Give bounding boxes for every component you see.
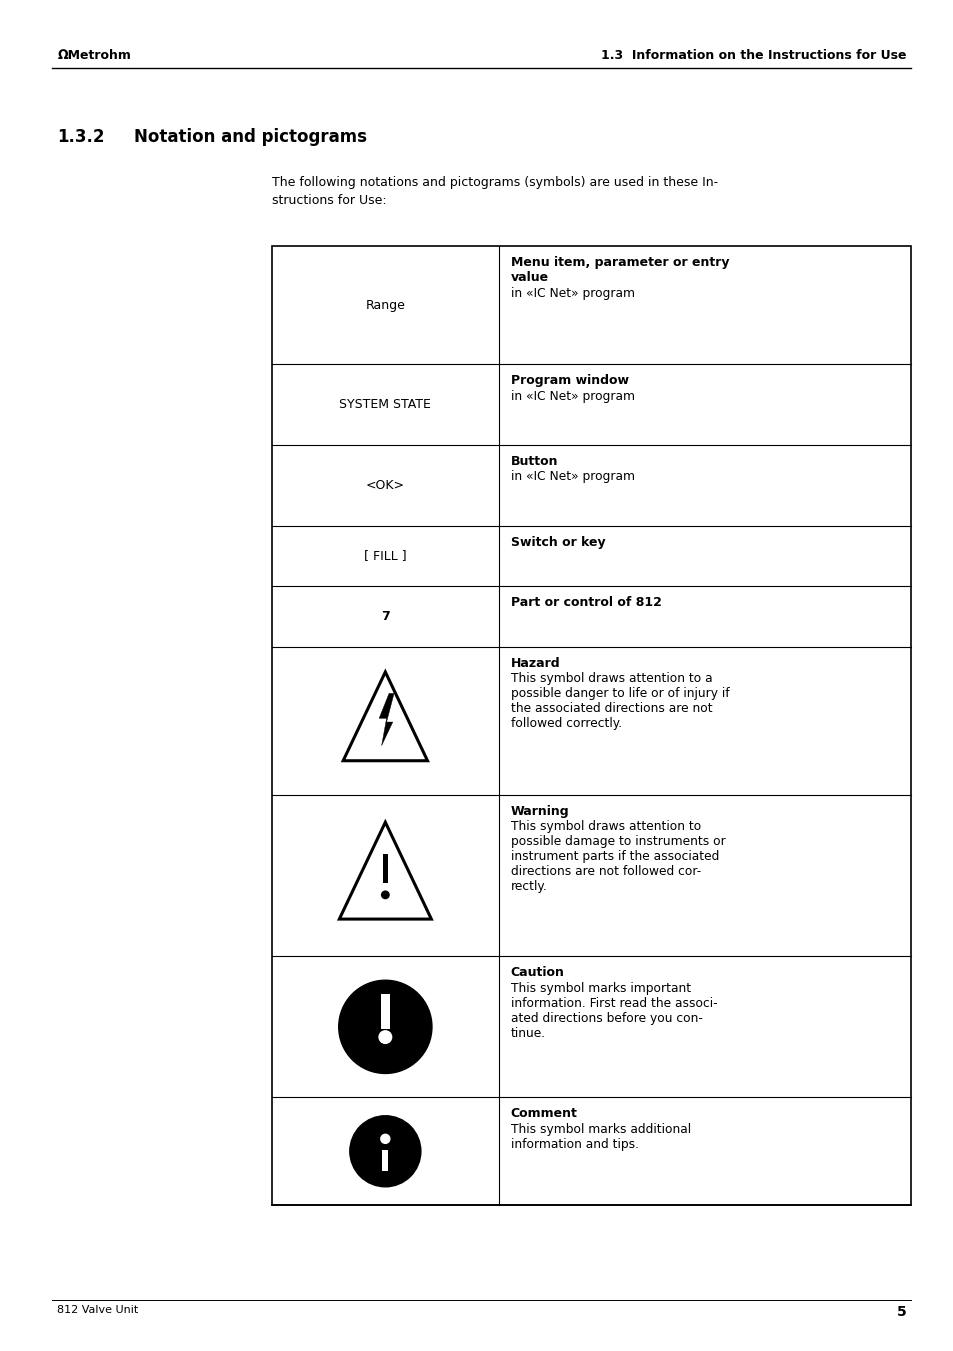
Text: Hazard: Hazard bbox=[510, 657, 559, 670]
Bar bbox=[382, 854, 388, 884]
Text: SYSTEM STATE: SYSTEM STATE bbox=[339, 399, 431, 411]
Text: <OK>: <OK> bbox=[365, 478, 404, 492]
Text: Button: Button bbox=[510, 455, 558, 467]
Bar bbox=[272, 246, 910, 1205]
Text: 5: 5 bbox=[896, 1305, 905, 1319]
Text: Caution: Caution bbox=[510, 966, 564, 979]
Circle shape bbox=[380, 1135, 390, 1143]
Circle shape bbox=[378, 1031, 392, 1043]
Circle shape bbox=[338, 981, 432, 1074]
Text: in «IC Net» program: in «IC Net» program bbox=[510, 470, 634, 484]
Text: Warning: Warning bbox=[510, 805, 569, 817]
Text: structions for Use:: structions for Use: bbox=[272, 193, 386, 207]
Text: 1.3  Information on the Instructions for Use: 1.3 Information on the Instructions for … bbox=[600, 49, 905, 62]
Text: Part or control of 812: Part or control of 812 bbox=[510, 596, 661, 609]
Text: 1.3.2: 1.3.2 bbox=[57, 128, 105, 146]
Text: 812 Valve Unit: 812 Valve Unit bbox=[57, 1305, 138, 1315]
Text: in «IC Net» program: in «IC Net» program bbox=[510, 286, 634, 300]
Text: Range: Range bbox=[365, 299, 405, 312]
Text: This symbol marks additional
information and tips.: This symbol marks additional information… bbox=[510, 1123, 690, 1151]
Circle shape bbox=[381, 892, 389, 898]
Text: This symbol marks important
information. First read the associ-
ated directions : This symbol marks important information.… bbox=[510, 982, 717, 1040]
Text: 7: 7 bbox=[380, 611, 390, 623]
Circle shape bbox=[350, 1116, 420, 1186]
Text: ΩMetrohm: ΩMetrohm bbox=[57, 49, 131, 62]
Text: Notation and pictograms: Notation and pictograms bbox=[133, 128, 366, 146]
Bar bbox=[382, 1150, 388, 1171]
Text: Switch or key: Switch or key bbox=[510, 536, 605, 549]
Text: The following notations and pictograms (symbols) are used in these In-: The following notations and pictograms (… bbox=[272, 176, 718, 189]
Text: [ FILL ]: [ FILL ] bbox=[364, 550, 406, 562]
Text: This symbol draws attention to a
possible danger to life or of injury if
the ass: This symbol draws attention to a possibl… bbox=[510, 673, 729, 731]
Text: Program window: Program window bbox=[510, 374, 628, 388]
Bar bbox=[381, 994, 389, 1029]
Text: This symbol draws attention to
possible damage to instruments or
instrument part: This symbol draws attention to possible … bbox=[510, 820, 725, 893]
Text: Menu item, parameter or entry
value: Menu item, parameter or entry value bbox=[510, 255, 728, 284]
Polygon shape bbox=[378, 693, 394, 746]
Text: in «IC Net» program: in «IC Net» program bbox=[510, 390, 634, 403]
Text: Comment: Comment bbox=[510, 1108, 578, 1120]
